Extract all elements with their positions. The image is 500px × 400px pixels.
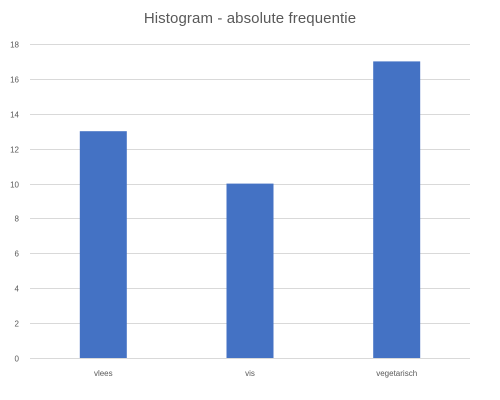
x-tick-label: vis <box>245 369 255 378</box>
y-tick-label: 12 <box>10 146 19 155</box>
y-tick-label: 18 <box>10 41 19 50</box>
y-tick-labels: 0 2 4 6 8 10 12 14 16 18 <box>10 41 19 364</box>
chart-title: Histogram - absolute frequentie <box>143 10 357 27</box>
x-tick-label: vlees <box>94 369 113 378</box>
x-tick-label: vegetarisch <box>376 369 417 378</box>
bar-vis <box>226 183 274 358</box>
y-tick-label: 16 <box>10 76 19 85</box>
y-tick-label: 8 <box>15 215 20 224</box>
y-tick-label: 6 <box>15 250 20 259</box>
bar-vegetarisch <box>373 61 421 359</box>
y-tick-label: 14 <box>10 111 19 120</box>
bar-vlees <box>79 131 127 358</box>
bars <box>79 61 421 359</box>
x-tick-labels: vlees vis vegetarisch <box>94 369 417 378</box>
y-tick-label: 4 <box>15 285 20 294</box>
y-tick-label: 10 <box>10 181 19 190</box>
y-tick-label: 2 <box>15 320 20 329</box>
y-tick-label: 0 <box>15 355 20 364</box>
